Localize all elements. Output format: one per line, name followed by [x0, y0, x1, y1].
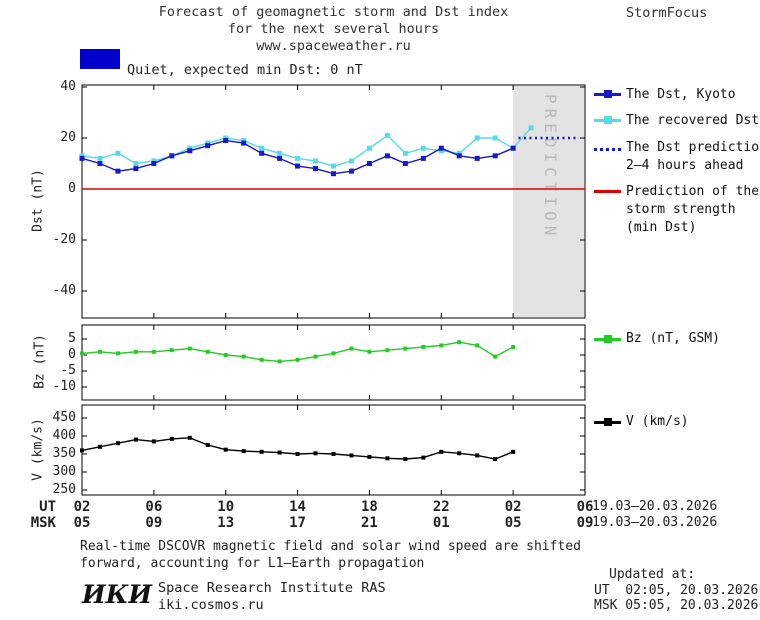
x-tick-ut: 06: [576, 499, 594, 515]
legend-label-dst-prediction-1: The Dst prediction: [626, 140, 760, 155]
x-tick-msk: 09: [145, 515, 163, 531]
y-tick-label: 450: [52, 410, 76, 425]
y-tick-label: 350: [52, 446, 76, 461]
legend-swatch-dst-prediction: [594, 148, 621, 151]
legend-swatch-storm-strength: [594, 190, 621, 193]
x-tick-ut: 22: [432, 499, 450, 515]
updated-msk: MSK 05:05, 20.03.2026: [594, 598, 759, 613]
ut-row-label: UT: [39, 499, 56, 515]
site-url: www.spaceweather.ru: [256, 38, 411, 54]
y-tick-label: 5: [68, 331, 76, 346]
legend-swatch-v: [594, 418, 621, 426]
y-tick-label: -20: [52, 232, 76, 247]
x-tick-msk: 01: [432, 515, 450, 531]
updated-heading: Updated at:: [609, 567, 696, 582]
y-tick-label: 0: [68, 347, 76, 362]
y-tick-label: 20: [60, 130, 76, 145]
updated-ut: UT 02:05, 20.03.2026: [594, 583, 759, 598]
chart-title-line1: Forecast of geomagnetic storm and Dst in…: [158, 4, 509, 20]
chart-title-line2: for the next several hours: [227, 21, 440, 37]
iki-logo: ИКИ: [82, 580, 152, 609]
legend-label-dst-prediction-2: 2–4 hours ahead: [626, 158, 744, 173]
y-tick-label: 0: [68, 181, 76, 196]
x-tick-ut: 14: [289, 499, 306, 515]
institute-site: iki.cosmos.ru: [158, 597, 264, 613]
legend-label-dst-kyoto: The Dst, Kyoto: [626, 87, 736, 102]
legend-swatch-recovered-dst: [594, 116, 621, 124]
x-tick-ut: 02: [73, 499, 91, 515]
y-tick-label: 400: [52, 428, 76, 443]
legend-label-storm-strength-2: storm strength: [626, 202, 736, 217]
legend-label-bz: Bz (nT, GSM): [626, 331, 720, 346]
institute-name: Space Research Institute RAS: [158, 580, 386, 596]
x-tick-ut: 18: [360, 499, 378, 515]
x-tick-msk: 05: [73, 515, 91, 531]
brand-stormfocus: StormFocus: [626, 5, 708, 21]
legend-label-storm-strength-3: (min Dst): [626, 220, 697, 235]
legend-label-storm-strength-1: Prediction of the: [626, 184, 760, 199]
msk-row-label: MSK: [30, 515, 56, 531]
y-tick-label: -10: [52, 379, 76, 394]
footer-note-line1: Real-time DSCOVR magnetic field and sola…: [80, 539, 581, 554]
y-tick-label: 250: [52, 482, 76, 497]
legend-swatch-bz: [594, 335, 621, 343]
x-tick-ut: 02: [504, 499, 522, 515]
legend-label-recovered-dst: The recovered Dst: [626, 113, 760, 128]
x-tick-msk: 05: [504, 515, 522, 531]
x-tick-msk: 21: [360, 515, 378, 531]
quiet-status-label: Quiet, expected min Dst: 0 nT: [127, 62, 363, 78]
y-tick-label: 300: [52, 464, 76, 479]
date-range-ut: 19.03–20.03.2026: [592, 499, 718, 514]
chart-title-block: Forecast of geomagnetic storm and Dst in…: [82, 4, 585, 55]
x-tick-ut: 06: [145, 499, 163, 515]
legend-label-v: V (km/s): [626, 414, 689, 429]
x-tick-msk: 09: [576, 515, 594, 531]
x-tick-ut: 10: [217, 499, 235, 515]
y-tick-label: -40: [52, 283, 76, 298]
legend-swatch-dst-kyoto: [594, 90, 621, 98]
quiet-status-swatch: [80, 49, 120, 69]
footer-note-line2: forward, accounting for L1–Earth propaga…: [80, 556, 425, 571]
prediction-region-label: PREDICTION: [541, 94, 560, 240]
date-range-msk: 19.03–20.03.2026: [592, 515, 718, 530]
y-tick-label: -5: [60, 363, 76, 378]
x-tick-msk: 13: [217, 515, 235, 531]
x-tick-msk: 17: [289, 515, 306, 531]
y-tick-label: 40: [60, 79, 76, 94]
